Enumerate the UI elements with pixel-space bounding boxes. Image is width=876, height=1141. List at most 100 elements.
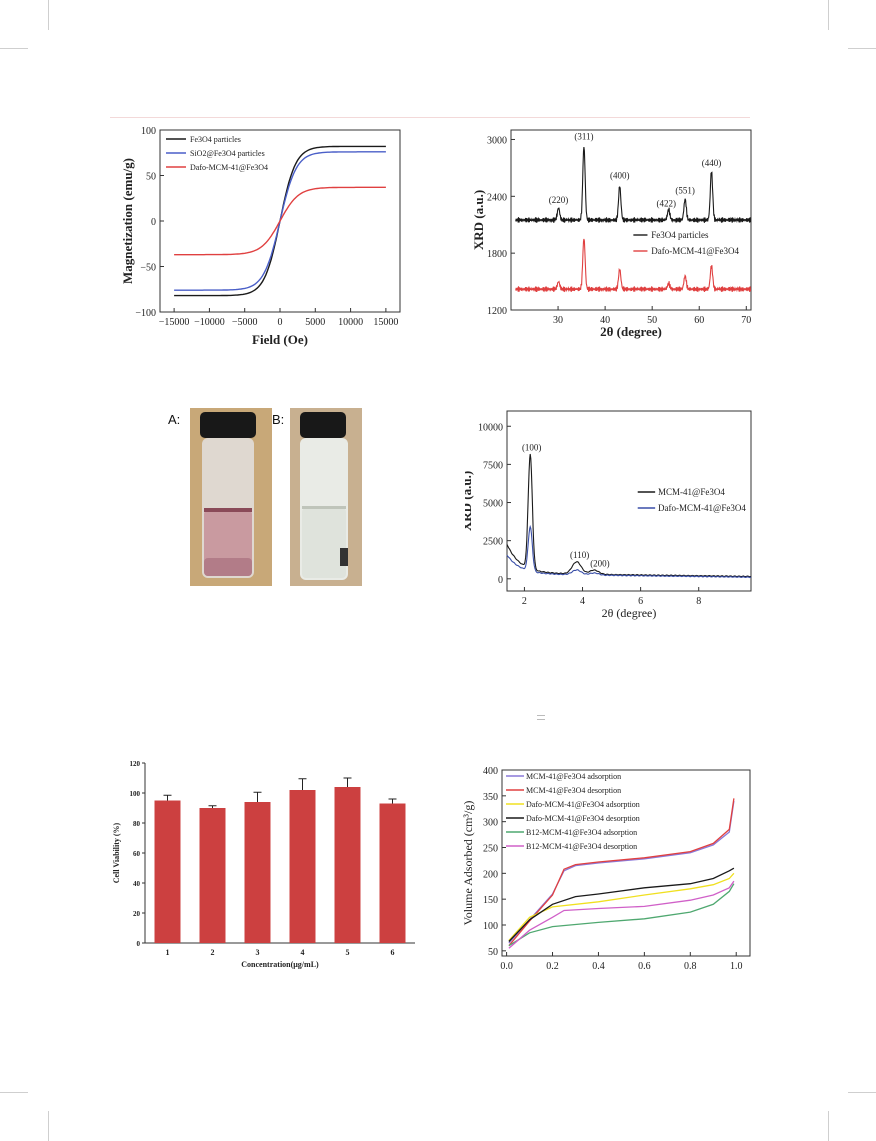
- x-tick-label: 15000: [373, 317, 398, 328]
- y-tick-label: −100: [135, 308, 156, 319]
- bar: [334, 787, 361, 943]
- series-line: [508, 880, 735, 949]
- legend-entry: Dafo-MCM-41@Fe3O4: [190, 163, 268, 172]
- y-tick-label: 200: [483, 869, 498, 880]
- y-tick-label: 250: [483, 844, 498, 855]
- x-tick-label: 0.8: [684, 961, 697, 972]
- legend-entry: MCM-41@Fe3O4: [658, 487, 725, 497]
- y-axis-label: XRD (a.u.): [465, 471, 474, 531]
- plot-frame: [506, 410, 752, 592]
- legend-entry: Dafo-MCM-41@Fe3O4: [651, 246, 739, 256]
- y-axis-label: XRD (a.u.): [471, 190, 486, 250]
- x-axis-label: Concentration(μg/mL): [241, 960, 319, 969]
- y-tick-label: 120: [130, 760, 141, 768]
- x-tick-label: 6: [391, 948, 395, 957]
- crop-mark: [48, 0, 49, 30]
- y-tick-label: 80: [133, 820, 141, 828]
- y-axis-label: Cell Viability (%): [112, 822, 121, 883]
- x-tick-label: 60: [694, 315, 704, 326]
- x-axis-label: Field (Oe): [252, 332, 308, 347]
- y-tick-label: 1800: [487, 249, 507, 260]
- y-tick-label: −50: [140, 263, 156, 274]
- series-line: [506, 453, 752, 578]
- series-line: [508, 867, 735, 942]
- crop-mark: [0, 1092, 28, 1093]
- y-tick-label: 60: [133, 850, 141, 858]
- legend-entry: Fe3O4 particles: [651, 230, 709, 240]
- vial-photo-b: [290, 408, 372, 586]
- legend-entry: Dafo-MCM-41@Fe3O4 adsorption: [526, 800, 640, 809]
- crop-mark: [848, 1092, 876, 1093]
- y-tick-label: 0: [151, 217, 156, 228]
- legend-entry: MCM-41@Fe3O4 adsorption: [526, 772, 621, 781]
- legend-entry: B12-MCM-41@Fe3O4 desorption: [526, 842, 637, 851]
- y-tick-label: 2400: [487, 192, 507, 203]
- x-axis-label: 2θ (degree): [600, 324, 662, 339]
- legend-entry: B12-MCM-41@Fe3O4 adsorption: [526, 828, 637, 837]
- legend-entry: Dafo-MCM-41@Fe3O4: [658, 503, 746, 513]
- y-tick-label: 5000: [483, 499, 503, 510]
- divider-mark: [537, 715, 545, 720]
- x-tick-label: −10000: [194, 317, 225, 328]
- peak-label: (551): [675, 185, 695, 195]
- y-tick-label: 1200: [487, 306, 507, 317]
- x-tick-label: 40: [600, 315, 610, 326]
- y-axis-label: Volume Adsorbed (cm³/g): [461, 801, 475, 926]
- y-tick-label: 50: [488, 947, 498, 958]
- x-tick-label: 0.0: [500, 961, 513, 972]
- bar: [379, 803, 406, 943]
- y-tick-label: 350: [483, 792, 498, 803]
- header-rule: [110, 117, 750, 118]
- series-line: [508, 872, 735, 941]
- series-line: [508, 800, 735, 944]
- x-axis-label: 2θ (degree): [602, 606, 657, 620]
- series-line: [174, 186, 386, 256]
- x-tick-label: 1.0: [730, 961, 743, 972]
- y-tick-label: 100: [141, 126, 156, 137]
- y-tick-label: 0: [137, 940, 141, 948]
- x-tick-label: 50: [647, 315, 657, 326]
- bar: [154, 800, 181, 943]
- series-line: [508, 883, 735, 947]
- isotherm-chart: 0.0 0.2 0.4 0.6 0.8 1.0 400 350 300 250 200 150 100 5…: [461, 766, 751, 972]
- x-tick-label: 30: [553, 315, 563, 326]
- legend-entry: MCM-41@Fe3O4 desorption: [526, 786, 621, 795]
- y-tick-label: 40: [133, 880, 141, 888]
- x-tick-label: 4: [301, 948, 305, 957]
- x-tick-label: 2: [211, 948, 215, 957]
- x-tick-label: 5: [346, 948, 350, 957]
- y-tick-label: 0: [498, 575, 503, 586]
- x-tick-label: 3: [256, 948, 260, 957]
- x-tick-label: 2: [522, 596, 527, 607]
- series-line: [508, 798, 735, 947]
- photo-b-label: B:: [272, 412, 285, 427]
- plot-frame: [510, 129, 752, 311]
- x-tick-label: 0.2: [546, 961, 559, 972]
- peak-label: (100): [522, 443, 542, 453]
- crop-mark: [48, 1111, 49, 1141]
- y-axis-label: Magnetization (emu/g): [120, 158, 135, 284]
- y-tick-label: 20: [133, 910, 141, 918]
- crop-mark: [848, 48, 876, 49]
- magnetization-chart: −15000 −10000 −5000 0 5000 10000 15000 100 50 0 −5…: [120, 126, 401, 347]
- y-tick-label: 100: [483, 921, 498, 932]
- y-tick-label: 300: [483, 818, 498, 829]
- crop-mark: [0, 48, 28, 49]
- vial-photo-a: [190, 408, 272, 586]
- xrd-small-chart: 2 4 6 8 10000 7500 5000 2500 0 2θ (degree) XRD (a.…: [465, 410, 752, 620]
- y-tick-label: 150: [483, 895, 498, 906]
- crop-mark: [828, 1111, 829, 1141]
- peak-label: (200): [590, 559, 610, 569]
- x-tick-label: 4: [580, 596, 585, 607]
- peak-label: (400): [610, 170, 630, 180]
- y-tick-label: 50: [146, 172, 156, 183]
- peak-label: (220): [549, 195, 569, 205]
- x-tick-label: 70: [741, 315, 751, 326]
- series-line: [506, 524, 752, 579]
- peak-label: (311): [574, 131, 593, 141]
- peak-label: (110): [570, 550, 589, 560]
- peak-label: (440): [702, 158, 722, 168]
- bar: [244, 802, 271, 943]
- legend-entry: Fe3O4 particles: [190, 135, 241, 144]
- y-tick-label: 7500: [483, 460, 503, 471]
